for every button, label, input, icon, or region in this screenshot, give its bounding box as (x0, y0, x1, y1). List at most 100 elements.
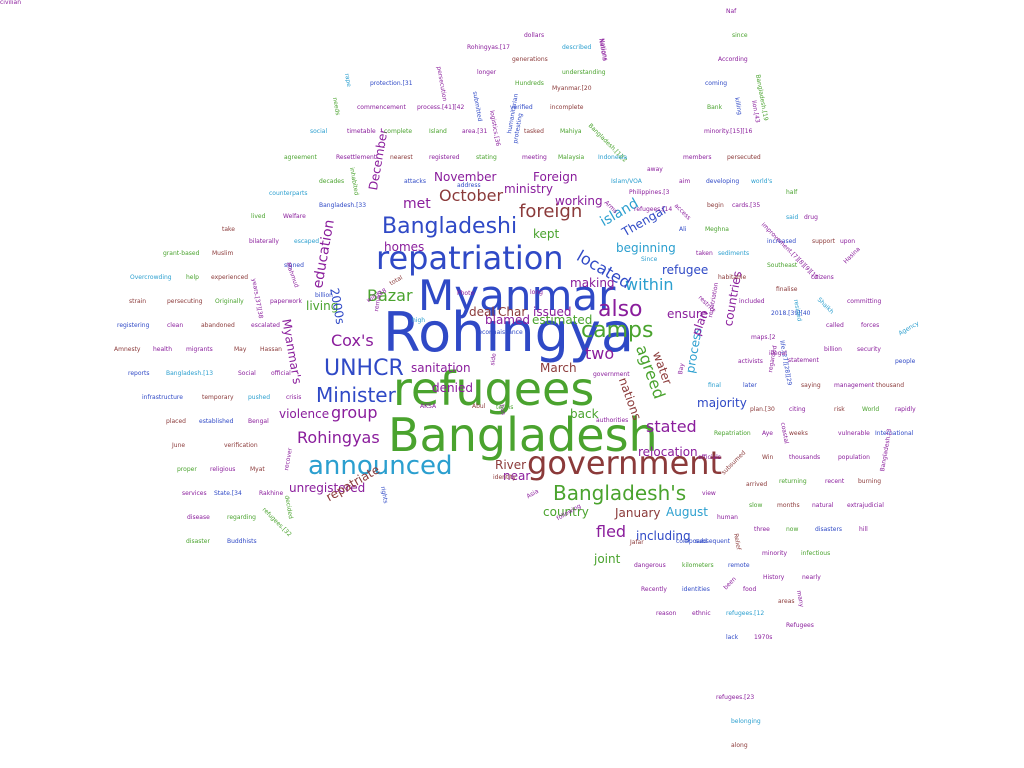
word-placed: placed (166, 418, 186, 425)
word-abandoned: abandoned (201, 322, 235, 329)
word-bangladesh: Bangladesh (388, 408, 658, 462)
word-may: May (234, 346, 247, 353)
word-weeks: weeks (789, 430, 808, 437)
word-complete: complete (384, 128, 413, 135)
word-population: population (838, 454, 870, 461)
word-verification: verification (224, 442, 258, 449)
word-relief: Relief (732, 532, 742, 551)
word-incomplete: incomplete (550, 104, 584, 111)
word-submitted: submitted (471, 90, 484, 123)
word-committing: committing (847, 298, 882, 305)
word-minister: Minister (316, 383, 396, 407)
word-according: According (718, 56, 748, 63)
word-recover: recover (283, 447, 294, 472)
word-statement: statement (788, 357, 819, 364)
word-ethnic: ethnic (692, 610, 711, 617)
word-bangladesh-33: Bangladesh.[33 (319, 202, 367, 209)
word-world-s: world's (751, 178, 773, 185)
word-burning: burning (858, 478, 882, 485)
word-social: social (310, 128, 328, 135)
word-natural: natural (812, 502, 834, 509)
word-authorities: authorities (596, 417, 629, 424)
word-religious: religious (210, 466, 236, 473)
word-refugees-23: refugees.[23 (716, 694, 755, 701)
word-drug: drug (804, 214, 818, 221)
word-bangladeshi: Bangladeshi (382, 214, 518, 239)
word-march: March (540, 361, 577, 375)
word-muslim: Muslim (212, 250, 234, 257)
word-thousands: thousands (789, 454, 821, 461)
word-tasked: tasked (524, 128, 544, 135)
word-finalise: finalise (776, 286, 798, 293)
word-escalated: escalated (251, 322, 280, 329)
word-1970s: 1970s (754, 634, 773, 641)
word-education: education (310, 218, 338, 290)
word-paperwork: paperwork (270, 298, 302, 305)
word-three: three (754, 526, 770, 533)
word-bazar: Bazar (367, 286, 413, 305)
word-back: back (570, 407, 599, 421)
word-relocation: relocation (638, 445, 698, 459)
word-identities: identities (682, 586, 710, 593)
word-kilometers: kilometers (682, 562, 714, 569)
word-world: World (862, 406, 880, 413)
word-group: group (331, 403, 378, 422)
word-disaster: disaster (186, 538, 210, 545)
word-area-31: area.[31 (462, 128, 488, 135)
word-international: International (875, 430, 914, 437)
word-returning: returning (779, 478, 807, 485)
word-understanding: understanding (562, 69, 606, 76)
word-refugees: refugees (393, 362, 595, 416)
word-high: high (412, 317, 426, 324)
word-majority: majority (697, 396, 747, 410)
word-cards-35: cards.[35 (732, 202, 761, 209)
word-hassan: Hassan (260, 346, 282, 353)
word-buddhists: Buddhists (227, 538, 257, 545)
word-june: June (172, 442, 186, 449)
word-bank: Bank (707, 104, 723, 111)
word-strain: strain (129, 298, 147, 305)
word-officials: officials (698, 454, 721, 461)
word-security: security (857, 346, 881, 353)
word-hill: hill (859, 526, 868, 533)
word-reconnaissance: reconnaissance (476, 329, 523, 336)
word-official: official (271, 370, 291, 377)
word-thousand: thousand (876, 382, 905, 389)
word-joint: joint (594, 552, 621, 566)
word-infrastructure: infrastructure (142, 394, 183, 401)
word-subsumed: subsumed (720, 449, 748, 477)
word-generations: generations (512, 56, 548, 63)
word-escaped: escaped (294, 238, 320, 245)
word-food: food (743, 586, 757, 593)
word-protection-31: protection.[31 (370, 80, 413, 87)
word-killing: killing (733, 96, 744, 116)
word-coming: coming (705, 80, 728, 87)
word-government: government (593, 371, 630, 378)
word-take: take (222, 226, 235, 233)
word-bilaterally: bilaterally (249, 238, 279, 245)
word-social: Social (238, 370, 256, 377)
word-sediments: sediments (718, 250, 750, 257)
word-services: services (182, 490, 207, 497)
word-persecuting: persecuting (167, 298, 203, 305)
word-beginning: beginning (616, 241, 676, 255)
word-stating: stating (476, 154, 497, 161)
word-stated: stated (646, 417, 697, 436)
word-bengal: Bengal (248, 418, 269, 425)
word-now: now (786, 526, 799, 533)
word-taken: taken (696, 250, 713, 257)
word-rohingyas: Rohingyas (297, 428, 380, 447)
word-vulnerable: vulnerable (838, 430, 870, 437)
word-dangerous: dangerous (634, 562, 666, 569)
word-southeast: Southeast (767, 262, 798, 269)
word-management: management (834, 382, 875, 389)
word-registered: registered (429, 154, 460, 161)
word-begin: begin (707, 202, 724, 209)
word-win: Win (762, 454, 774, 461)
word-rights: rights (379, 485, 389, 505)
word-country: country (543, 505, 589, 519)
word-decided: decided (283, 494, 295, 520)
word-repatriation: repatriation (376, 239, 564, 277)
word-plan-30: plan.[30 (750, 406, 775, 413)
word-help: help (186, 274, 199, 281)
